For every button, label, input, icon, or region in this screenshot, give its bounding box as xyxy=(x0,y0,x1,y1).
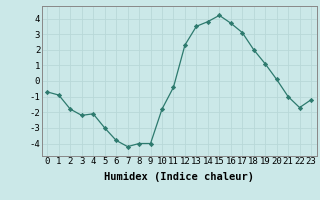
X-axis label: Humidex (Indice chaleur): Humidex (Indice chaleur) xyxy=(104,172,254,182)
